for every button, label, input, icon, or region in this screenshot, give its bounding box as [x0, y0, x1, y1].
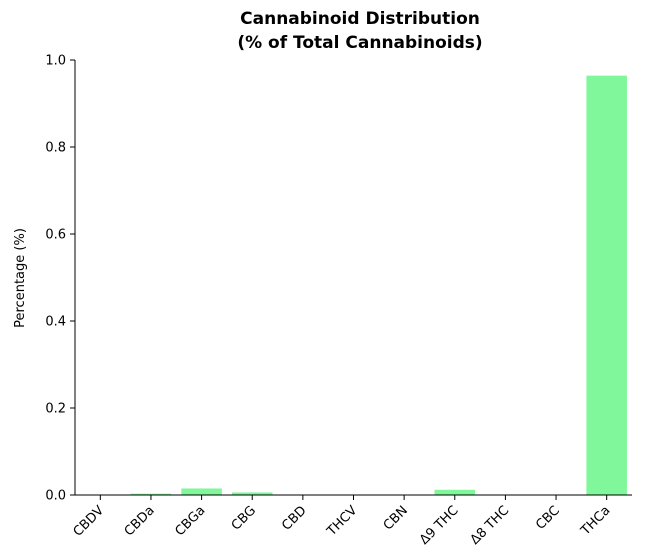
bar-thca	[586, 75, 627, 495]
y-tick-label: 0.6	[45, 228, 66, 243]
x-tick-label: Δ9 THC	[417, 503, 462, 548]
y-axis-label: Percentage (%)	[13, 228, 28, 328]
x-tick-label: CBC	[533, 503, 563, 533]
x-tick-label: CBDa	[122, 503, 158, 539]
x-tick-label: CBGa	[172, 503, 208, 539]
x-tick-label: CBD	[279, 503, 309, 533]
x-tick-label: CBG	[229, 503, 259, 533]
x-tick-label: Δ8 THC	[468, 503, 513, 548]
y-tick-label: 0.8	[45, 141, 66, 156]
bar-cbg	[231, 492, 273, 495]
y-tick-label: 1.0	[45, 54, 66, 69]
bar--9-thc	[434, 489, 476, 495]
y-tick-label: 0.4	[45, 315, 66, 330]
chart-title-line-2: (% of Total Cannabinoids)	[237, 33, 482, 53]
x-tick-label: CBDV	[71, 503, 108, 540]
y-tick-label: 0.0	[45, 489, 66, 504]
x-tick-label: THCa	[578, 503, 614, 539]
y-tick-label: 0.2	[45, 402, 66, 417]
x-tick-label: CBN	[381, 503, 411, 533]
plot-area: 0.0 0.2 0.4 0.6 0.8 1.0 CBDV CBDa CBGa CBG CBD THCV…	[45, 54, 632, 548]
x-tick-label: THCV	[324, 503, 361, 540]
bar-cbda	[130, 493, 172, 495]
chart-title-line-1: Cannabinoid Distribution	[240, 9, 480, 29]
bar-cbga	[181, 488, 222, 495]
